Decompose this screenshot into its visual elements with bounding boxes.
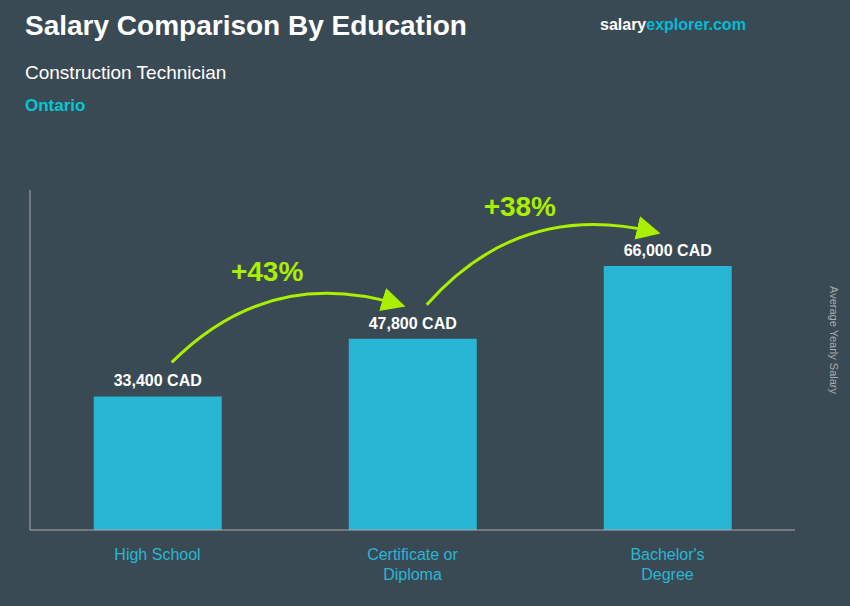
svg-text:High School: High School — [114, 546, 200, 563]
html-text:Average Yearly Salary: Average Yearly Salary — [828, 286, 840, 394]
html-text:Salary Comparison By Education: Salary Comparison By Education — [25, 10, 467, 41]
svg-text:Certificate orDiploma: Certificate orDiploma — [367, 546, 458, 582]
svg-text:33,400 CAD: 33,400 CAD — [114, 372, 202, 389]
html-text:salary explorer.com: salary explorer.com — [600, 16, 746, 33]
svg-text:66,000 CAD: 66,000 CAD — [624, 242, 712, 259]
svg-text:Bachelor'sDegree: Bachelor'sDegree — [630, 546, 704, 582]
html-text:Construction Technician: Construction Technician — [25, 62, 227, 83]
svg-text:47,800 CAD: 47,800 CAD — [369, 315, 457, 332]
svg-text:+38%: +38% — [484, 191, 556, 222]
svg-text:+43%: +43% — [231, 256, 303, 287]
html-text:Ontario: Ontario — [25, 96, 86, 115]
